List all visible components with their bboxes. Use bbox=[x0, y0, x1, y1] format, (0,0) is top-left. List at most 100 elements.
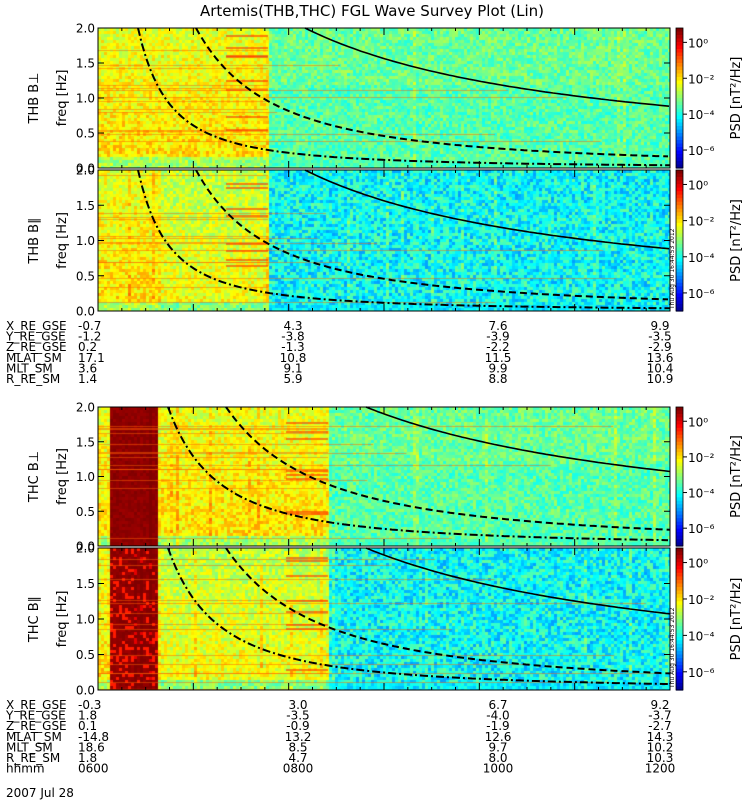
colorbar-segment bbox=[676, 70, 683, 75]
colorbar-segment bbox=[676, 122, 683, 127]
colorbar-segment bbox=[676, 108, 683, 113]
panel-name: THB B∥ bbox=[27, 217, 42, 264]
colorbar-segment bbox=[676, 434, 683, 439]
spectrogram-panel-1: 0.0 0.5 1.0 1.5 2.0 THB B⊥ freq [Hz] 10⁰ 10⁻² 10⁻… bbox=[27, 22, 744, 176]
y-tick-label: 1.5 bbox=[76, 435, 95, 449]
colorbar-segment bbox=[676, 184, 683, 189]
colorbar-segment bbox=[676, 518, 683, 523]
colorbar-segment bbox=[676, 268, 683, 273]
orbit-row-label: Z_RE_GSE bbox=[6, 340, 67, 354]
colorbar-segment bbox=[676, 410, 683, 415]
colorbar-segment bbox=[676, 459, 683, 464]
y-tick-label: 2.0 bbox=[76, 401, 95, 415]
colorbar-segment bbox=[676, 98, 683, 103]
colorbar-segment bbox=[676, 500, 683, 505]
colorbar-segment bbox=[676, 562, 683, 567]
colorbar-segment bbox=[676, 445, 683, 450]
colorbar-segment bbox=[676, 654, 683, 659]
colorbar-segment bbox=[676, 633, 683, 638]
spectrogram-image bbox=[98, 170, 670, 311]
orbit-value: 13.6 bbox=[647, 351, 674, 365]
colorbar-segment bbox=[676, 622, 683, 627]
y-tick-label: 1.5 bbox=[76, 577, 95, 591]
colorbar-segment bbox=[676, 466, 683, 471]
colorbar-segment bbox=[676, 661, 683, 666]
colorbar-segment bbox=[676, 126, 683, 131]
colorbar-segment bbox=[676, 161, 683, 166]
y-tick-label: 1.5 bbox=[76, 199, 95, 213]
orbit-table-1: X_RE_GSE -0.7 4.3 7.6 9.9 Y_RE_GSE -1.2 -3.8 -3.… bbox=[5, 319, 673, 386]
orbit-value: 6.7 bbox=[488, 698, 507, 712]
colorbar-segment bbox=[676, 551, 683, 556]
y-axis-label: freq [Hz] bbox=[55, 591, 70, 648]
colorbar-segment bbox=[676, 452, 683, 457]
orbit-value: 0600 bbox=[78, 762, 109, 776]
colorbar-tick-label: 10⁻⁴ bbox=[688, 487, 715, 501]
colorbar-segment bbox=[676, 590, 683, 595]
orbit-value: 3.6 bbox=[78, 361, 97, 375]
curve-dash-dot bbox=[137, 27, 670, 167]
orbit-value: 10.2 bbox=[647, 740, 674, 754]
colorbar-segment bbox=[676, 140, 683, 145]
colorbar-segment bbox=[676, 479, 683, 485]
orbit-value: 1.4 bbox=[78, 372, 97, 386]
colorbar-segment bbox=[676, 629, 683, 634]
orbit-value: -0.3 bbox=[78, 698, 101, 712]
colorbar-tick-label: 10⁰ bbox=[688, 178, 708, 192]
y-tick-label: 2.0 bbox=[76, 542, 95, 556]
colorbar-segment bbox=[676, 604, 683, 609]
colorbar-segment bbox=[676, 555, 683, 560]
colorbar-tick-label: 10⁰ bbox=[688, 415, 708, 429]
colorbar-segment bbox=[676, 611, 683, 617]
colorbar-segment bbox=[676, 417, 683, 422]
orbit-value: -2.7 bbox=[648, 719, 671, 733]
colorbar-segment bbox=[676, 438, 683, 443]
colorbar-segment bbox=[676, 497, 683, 502]
colorbar-segment bbox=[676, 504, 683, 509]
colorbar-segment bbox=[676, 420, 683, 425]
panel-name: THB B⊥ bbox=[27, 72, 42, 124]
colorbar-tick-label: 10⁻² bbox=[688, 593, 715, 607]
y-tick-label: 0.0 bbox=[76, 684, 95, 698]
orbit-value: -1.2 bbox=[78, 330, 101, 344]
colorbar-segment bbox=[676, 431, 683, 436]
colorbar-segment bbox=[676, 31, 683, 36]
colorbar-segment bbox=[676, 28, 683, 33]
colorbar-tick-label: 10⁻⁴ bbox=[688, 108, 715, 122]
spectrogram-panel-4: 0.0 0.5 1.0 1.5 2.0 THC B∥ freq [Hz] 10⁰ 10⁻² 10⁻… bbox=[27, 542, 744, 698]
colorbar-segment bbox=[676, 191, 683, 196]
colorbar-segment bbox=[676, 528, 683, 533]
colorbar-segment bbox=[676, 594, 683, 599]
orbit-value: -2.2 bbox=[486, 340, 509, 354]
panel-name: THC B⊥ bbox=[27, 451, 42, 503]
colorbar-segment bbox=[676, 493, 683, 498]
y-tick-label: 1.0 bbox=[76, 613, 95, 627]
orbit-value: 14.3 bbox=[647, 730, 674, 744]
colorbar-segment bbox=[676, 597, 683, 602]
orbit-row-label: Y_RE_GSE bbox=[5, 330, 66, 344]
colorbar-segment bbox=[676, 462, 683, 467]
colorbar-frame bbox=[675, 406, 684, 547]
colorbar-segment bbox=[676, 275, 683, 280]
colorbar-segment bbox=[676, 682, 683, 688]
orbit-value: 12.6 bbox=[485, 730, 512, 744]
colorbar-segment bbox=[676, 476, 683, 481]
colorbar-segment bbox=[676, 665, 683, 670]
orbit-value: 10.4 bbox=[647, 361, 674, 375]
colorbar-segment bbox=[676, 222, 683, 227]
colorbar-segment bbox=[676, 164, 683, 169]
colorbar-segment bbox=[676, 101, 683, 106]
spectrogram-image bbox=[98, 28, 670, 168]
colorbar: 10⁰ 10⁻² 10⁻⁴ 10⁻⁶ PSD [nT²/Hz] bbox=[675, 27, 744, 169]
colorbar-segment bbox=[676, 133, 683, 138]
colorbar-segment bbox=[676, 170, 683, 175]
colorbar-segment bbox=[676, 247, 683, 252]
colorbar-tick-label: 10⁰ bbox=[688, 36, 708, 50]
colorbar-segment bbox=[676, 105, 683, 110]
colorbar-segment bbox=[676, 455, 683, 460]
y-axis-label: freq [Hz] bbox=[55, 448, 70, 505]
colorbar-segment bbox=[676, 226, 683, 231]
orbit-value: 9.1 bbox=[283, 361, 302, 375]
orbit-value: -3.5 bbox=[648, 330, 671, 344]
